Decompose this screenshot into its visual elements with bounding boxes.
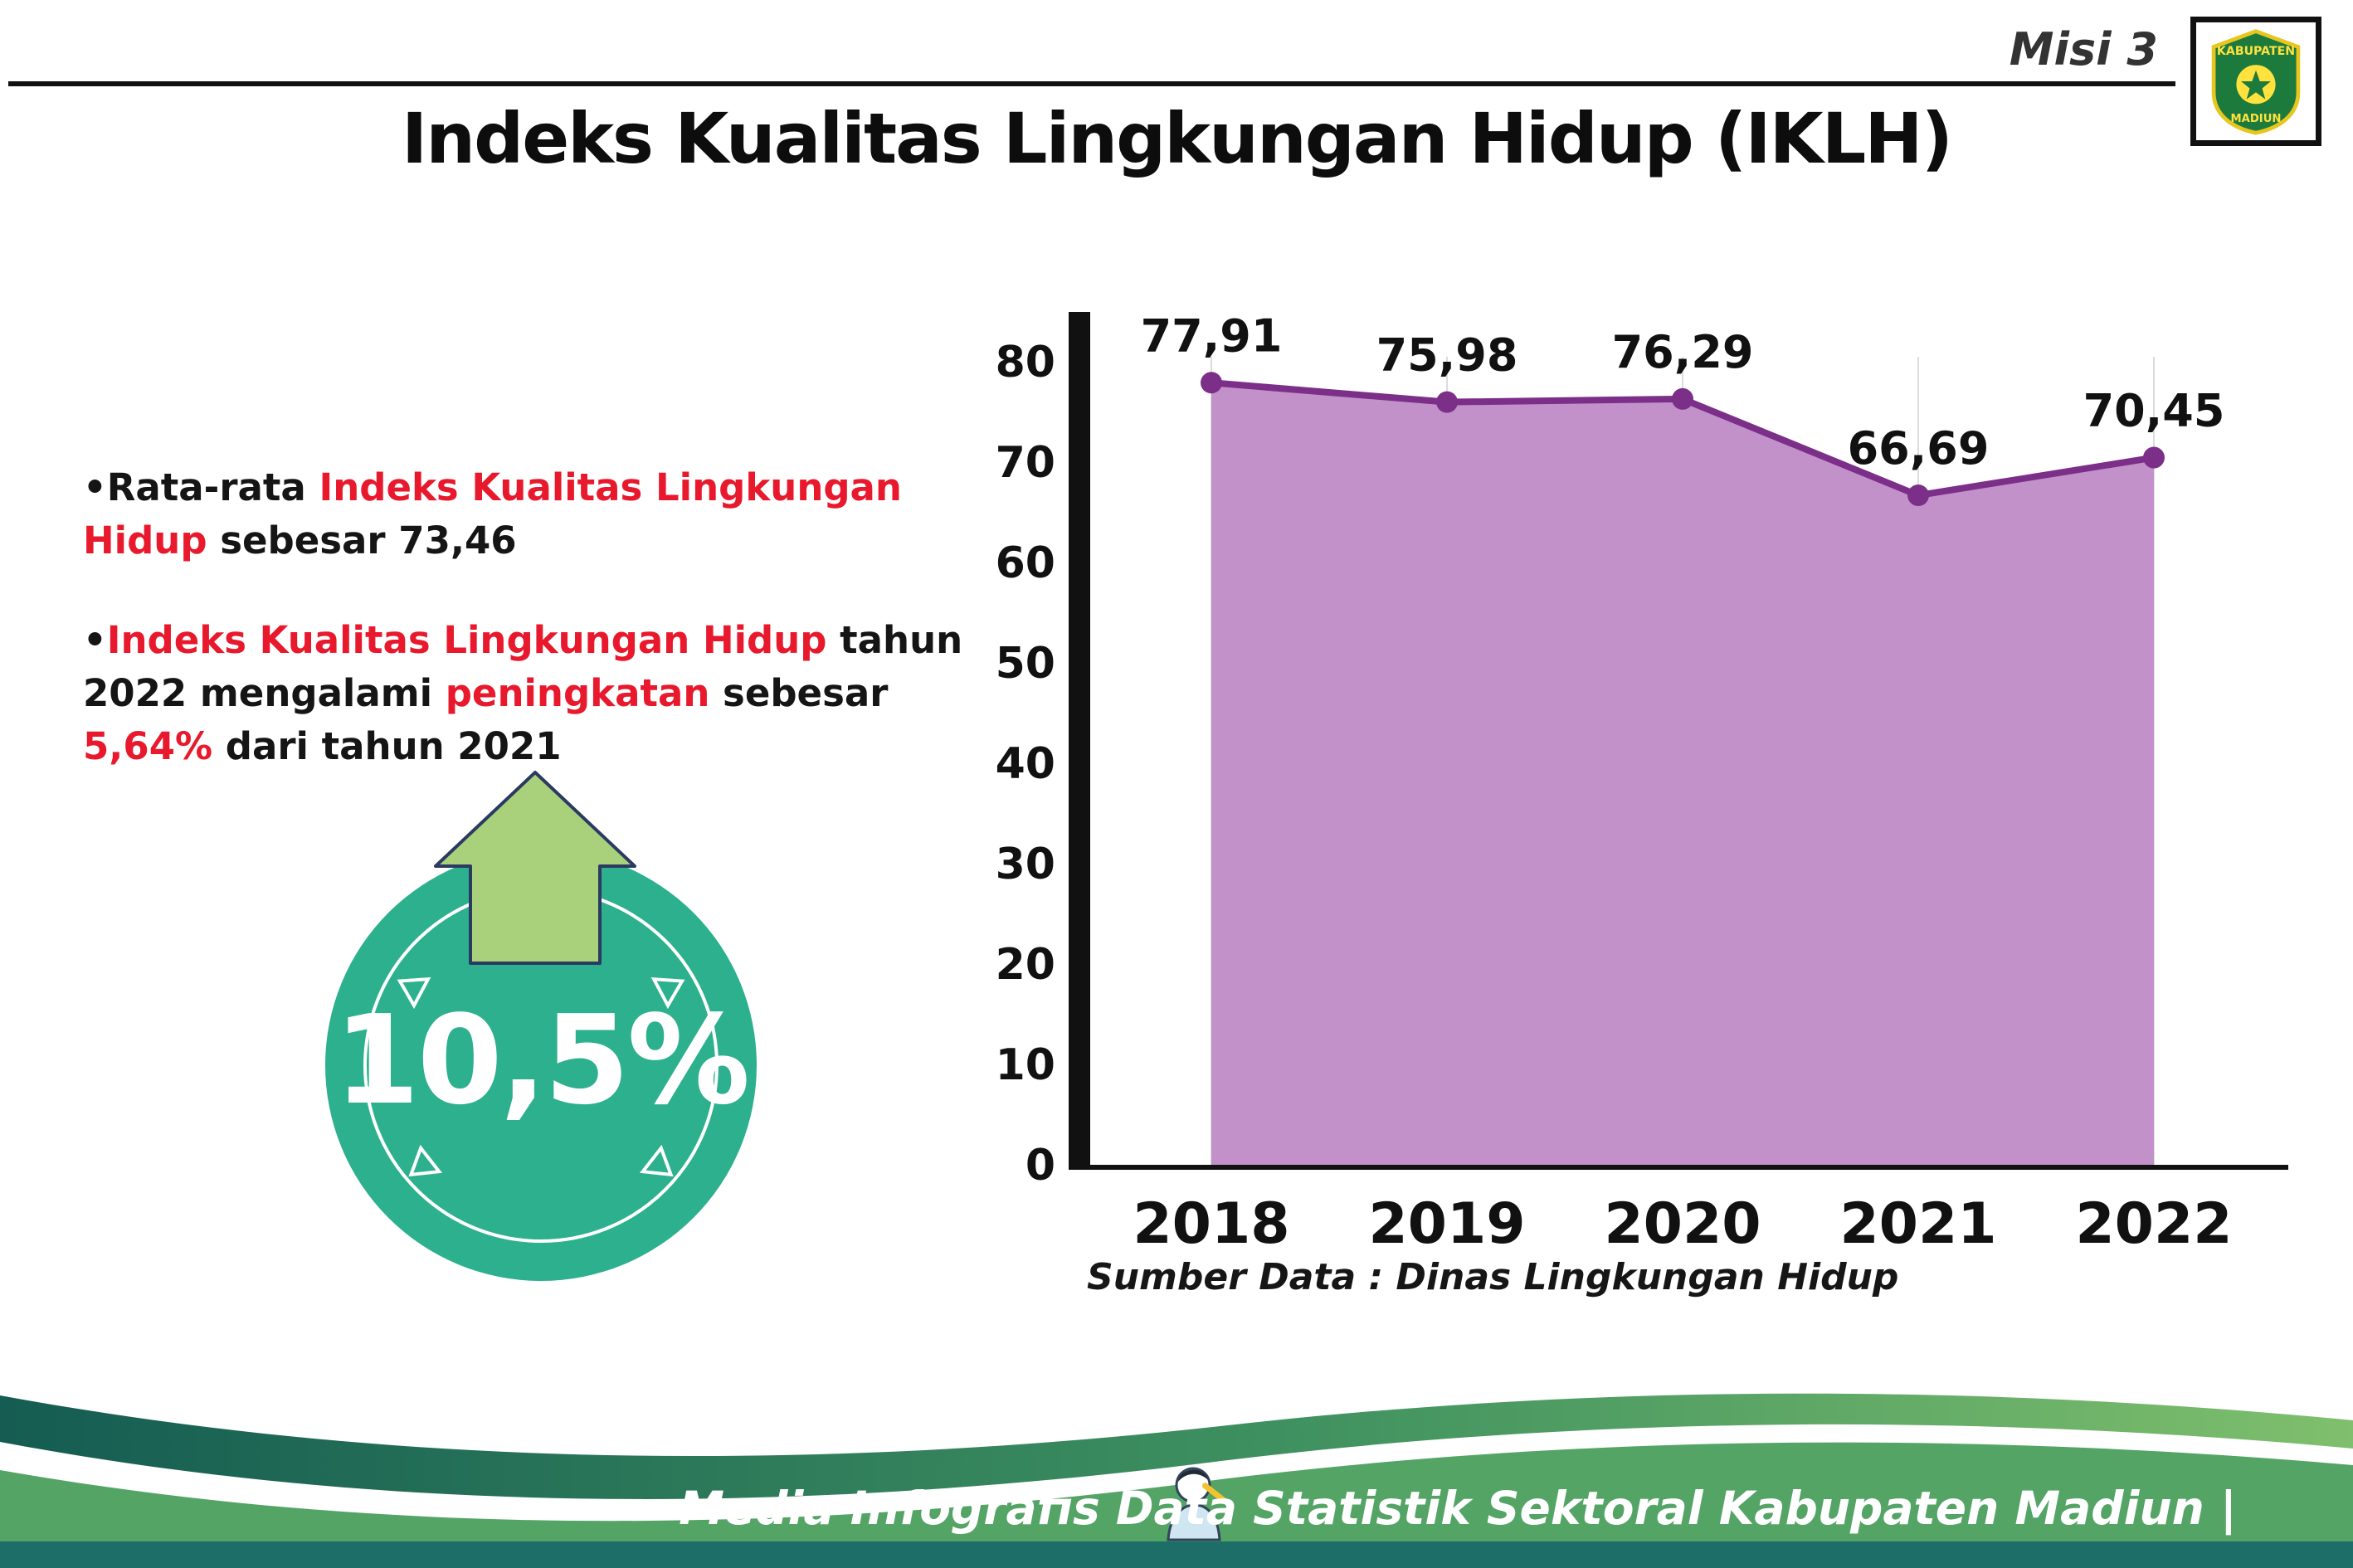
header-divider-line bbox=[8, 81, 2175, 86]
x-tick-label: 2021 bbox=[1839, 1191, 1996, 1257]
data-source-note: Sumber Data : Dinas Lingkungan Hidup bbox=[1087, 1256, 1899, 1298]
text-run-highlight: peningkatan bbox=[445, 670, 710, 715]
key-points: •Rata-rata Indeks Kualitas Lingkungan Hi… bbox=[83, 461, 1012, 819]
value-label: 70,45 bbox=[2083, 385, 2225, 437]
mascot-body bbox=[1167, 1503, 1221, 1541]
text-run-highlight: Indeks Kualitas Lingkungan Hidup bbox=[106, 617, 827, 662]
text-run-highlight: 5,64% bbox=[83, 723, 213, 768]
data-point bbox=[1907, 485, 1929, 507]
footer-wave-green bbox=[0, 1442, 2353, 1568]
x-tick-label: 2019 bbox=[1368, 1191, 1525, 1257]
up-arrow-shape bbox=[434, 771, 636, 965]
page-title: Indeks Kualitas Lingkungan Hidup (IKLH) bbox=[402, 98, 1953, 179]
up-arrow-icon bbox=[434, 771, 636, 965]
increase-percentage: 10,5% bbox=[334, 989, 750, 1132]
x-tick-label: 2018 bbox=[1133, 1191, 1289, 1257]
data-point bbox=[1672, 387, 1693, 410]
text-run: Rata-rata bbox=[106, 465, 319, 509]
crest-bottom-text: MADIUN bbox=[2231, 113, 2282, 125]
text-run: sebesar 73,46 bbox=[207, 518, 517, 562]
text-run: sebesar bbox=[709, 670, 889, 715]
y-tick-label: 20 bbox=[996, 940, 1055, 990]
bullet-dot: • bbox=[83, 465, 107, 509]
value-label: 76,29 bbox=[1612, 326, 1754, 378]
text-run: tahun 2022 mengalami bbox=[83, 617, 963, 715]
footer-credit: Media Infografis Data Statistik Sektoral… bbox=[679, 1482, 2237, 1535]
data-point bbox=[1201, 372, 1222, 394]
y-tick-label: 0 bbox=[1025, 1141, 1055, 1191]
y-tick-label: 30 bbox=[996, 840, 1055, 889]
misi-label: Misi 3 bbox=[2009, 23, 2158, 75]
mascot-hair bbox=[1178, 1469, 1208, 1482]
y-tick-label: 80 bbox=[996, 338, 1055, 387]
y-tick-label: 70 bbox=[996, 438, 1055, 488]
badge-triangle bbox=[408, 1144, 443, 1177]
value-label: 66,69 bbox=[1848, 422, 1990, 475]
y-axis bbox=[1069, 312, 1090, 1170]
iklh-chart: 77,91 75,98 76,29 66,69 70,45 0 10 20 30 40 50 60 70… bbox=[979, 307, 2323, 1269]
text-run: dari tahun 2021 bbox=[212, 723, 562, 768]
crest-top-text: KABUPATEN bbox=[2217, 45, 2295, 58]
iklh-area-chart: 77,91 75,98 76,29 66,69 70,45 0 10 20 30 40 50 60 70… bbox=[996, 309, 2288, 1257]
footer-bottom-bar bbox=[0, 1541, 2353, 1568]
y-tick-label: 40 bbox=[996, 739, 1055, 789]
data-point bbox=[2143, 446, 2165, 469]
y-tick-label: 10 bbox=[996, 1040, 1055, 1090]
y-tick-label: 50 bbox=[996, 639, 1055, 689]
x-tick-label: 2022 bbox=[2075, 1191, 2232, 1257]
badge-triangle bbox=[639, 1144, 674, 1177]
value-label: 75,98 bbox=[1376, 329, 1518, 382]
x-axis bbox=[1069, 1165, 2288, 1170]
crest-star bbox=[2241, 70, 2271, 100]
badge-triangle bbox=[397, 976, 431, 1010]
bullet-dot: • bbox=[83, 617, 107, 662]
y-tick-label: 60 bbox=[996, 538, 1055, 588]
badge-triangle bbox=[650, 976, 685, 1010]
crest-icon: KABUPATEN MADIUN bbox=[2211, 29, 2301, 135]
bullet-average-iklh: •Rata-rata Indeks Kualitas Lingkungan Hi… bbox=[83, 461, 1012, 567]
chart-area bbox=[1211, 382, 2154, 1165]
text-run-highlight: Indeks Kualitas Lingkungan Hidup bbox=[83, 465, 902, 562]
data-point bbox=[1436, 391, 1458, 413]
kabupaten-madiun-logo: KABUPATEN MADIUN bbox=[2190, 17, 2321, 146]
mascot-head bbox=[1175, 1467, 1211, 1503]
x-tick-label: 2020 bbox=[1604, 1191, 1761, 1257]
mascot-icon bbox=[1167, 1467, 1226, 1541]
bullet-increase-2022: •Indeks Kualitas Lingkungan Hidup tahun … bbox=[83, 614, 1012, 773]
value-label: 77,91 bbox=[1141, 309, 1283, 362]
mascot-pencil bbox=[1201, 1483, 1226, 1503]
footer-wave bbox=[0, 1393, 2353, 1568]
